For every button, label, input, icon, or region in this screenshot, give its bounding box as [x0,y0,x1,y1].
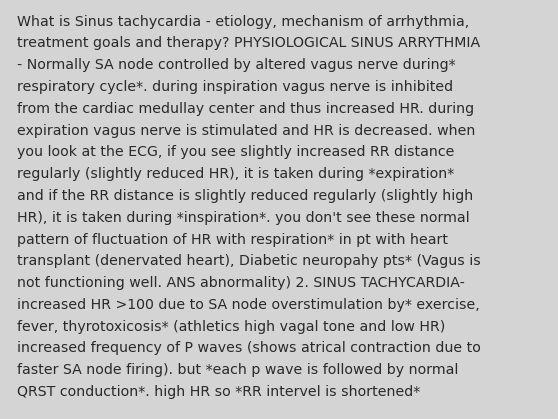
Text: expiration vagus nerve is stimulated and HR is decreased. when: expiration vagus nerve is stimulated and… [17,124,475,137]
Text: increased HR >100 due to SA node overstimulation by* exercise,: increased HR >100 due to SA node oversti… [17,298,479,312]
Text: regularly (slightly reduced HR), it is taken during *expiration*: regularly (slightly reduced HR), it is t… [17,167,454,181]
Text: What is Sinus tachycardia - etiology, mechanism of arrhythmia,: What is Sinus tachycardia - etiology, me… [17,15,469,28]
Text: faster SA node firing). but *each p wave is followed by normal: faster SA node firing). but *each p wave… [17,363,458,377]
Text: increased frequency of P waves (shows atrical contraction due to: increased frequency of P waves (shows at… [17,341,480,355]
Text: not functioning well. ANS abnormality) 2. SINUS TACHYCARDIA-: not functioning well. ANS abnormality) 2… [17,276,465,290]
Text: pattern of fluctuation of HR with respiration* in pt with heart: pattern of fluctuation of HR with respir… [17,233,448,246]
Text: HR), it is taken during *inspiration*. you don't see these normal: HR), it is taken during *inspiration*. y… [17,211,469,225]
Text: treatment goals and therapy? PHYSIOLOGICAL SINUS ARRYTHMIA: treatment goals and therapy? PHYSIOLOGIC… [17,36,480,50]
Text: respiratory cycle*. during inspiration vagus nerve is inhibited: respiratory cycle*. during inspiration v… [17,80,453,94]
Text: - Normally SA node controlled by altered vagus nerve during*: - Normally SA node controlled by altered… [17,58,455,72]
Text: QRST conduction*. high HR so *RR intervel is shortened*: QRST conduction*. high HR so *RR interve… [17,385,420,399]
Text: from the cardiac medullay center and thus increased HR. during: from the cardiac medullay center and thu… [17,102,474,116]
Text: and if the RR distance is slightly reduced regularly (slightly high: and if the RR distance is slightly reduc… [17,189,473,203]
Text: transplant (denervated heart), Diabetic neuropahy pts* (Vagus is: transplant (denervated heart), Diabetic … [17,254,480,268]
Text: you look at the ECG, if you see slightly increased RR distance: you look at the ECG, if you see slightly… [17,145,454,159]
Text: fever, thyrotoxicosis* (athletics high vagal tone and low HR): fever, thyrotoxicosis* (athletics high v… [17,320,445,334]
